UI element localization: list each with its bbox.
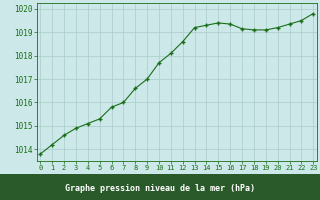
Text: Graphe pression niveau de la mer (hPa): Graphe pression niveau de la mer (hPa) — [65, 184, 255, 193]
